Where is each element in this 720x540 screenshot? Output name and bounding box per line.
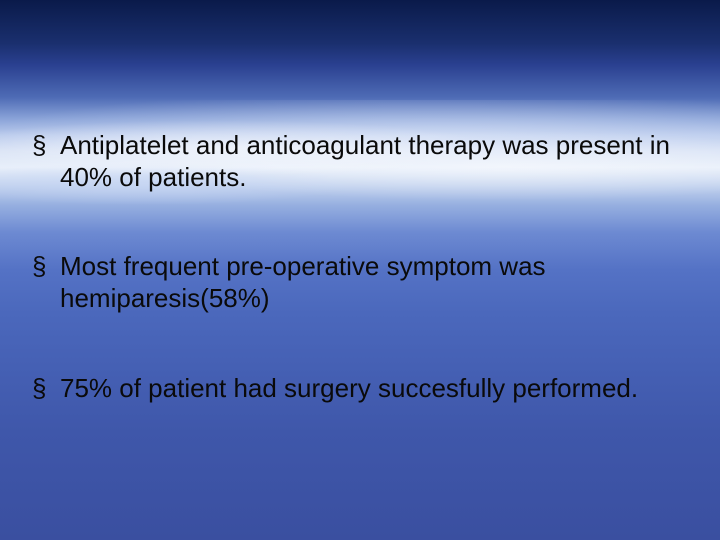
bullet-text: 75% of patient had surgery succesfully p… [60,373,638,403]
slide: Antiplatelet and anticoagulant therapy w… [0,0,720,540]
bullet-text: Antiplatelet and anticoagulant therapy w… [60,130,670,192]
bullet-item: Antiplatelet and anticoagulant therapy w… [30,130,690,193]
bullet-text: Most frequent pre-operative symptom was … [60,251,546,313]
bullet-list: Antiplatelet and anticoagulant therapy w… [30,130,690,405]
bullet-item: Most frequent pre-operative symptom was … [30,251,690,314]
bullet-item: 75% of patient had surgery succesfully p… [30,373,690,405]
slide-content: Antiplatelet and anticoagulant therapy w… [0,130,720,510]
